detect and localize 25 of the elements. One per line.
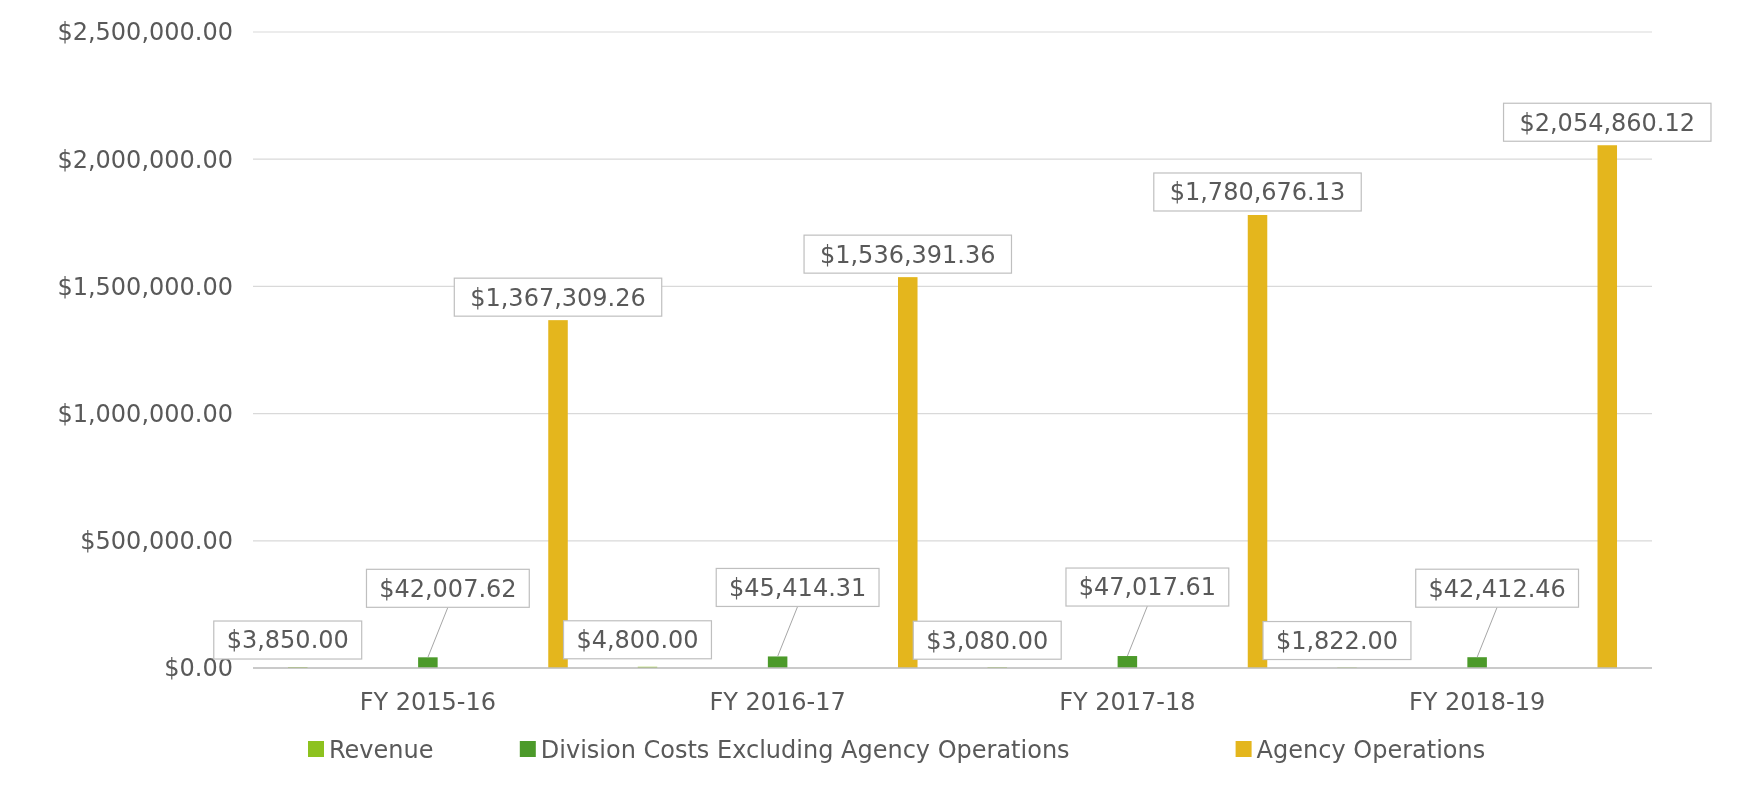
x-tick-label: FY 2015-16 [359, 688, 497, 716]
data-label: $3,850.00 [226, 626, 349, 655]
x-tick-label: FY 2017-18 [1059, 688, 1196, 716]
y-tick-label: $0.00 [164, 654, 233, 683]
x-tick-label: FY 2016-17 [709, 688, 846, 716]
data-label: $1,367,309.26 [470, 283, 646, 312]
y-tick-label: $2,000,000.00 [57, 145, 233, 174]
x-tick-label: FY 2018-19 [1408, 688, 1546, 716]
legend-label: Division Costs Excluding Agency Operations [540, 736, 1070, 765]
legend-label: Revenue [329, 736, 434, 765]
data-label: $3,080.00 [926, 626, 1049, 655]
y-tick-label: $2,500,000.00 [57, 18, 233, 47]
data-label: $1,822.00 [1275, 626, 1399, 655]
data-label: $1,780,676.13 [1169, 178, 1346, 207]
y-tick-label: $1,000,000.00 [57, 400, 233, 428]
data-label: $1,536,391.36 [819, 240, 996, 269]
data-label: $42,007.62 [379, 574, 517, 603]
data-label: $2,054,860.12 [1519, 108, 1696, 137]
y-tick-label: $1,500,000.00 [57, 272, 233, 301]
data-label: $4,800.00 [576, 626, 699, 655]
data-label: $45,414.31 [728, 573, 867, 602]
legend-label: Agency Operations [1256, 736, 1486, 765]
data-label: $47,017.61 [1078, 573, 1217, 602]
data-label: $42,412.46 [1428, 574, 1566, 603]
y-tick-label: $500,000.00 [80, 527, 233, 556]
